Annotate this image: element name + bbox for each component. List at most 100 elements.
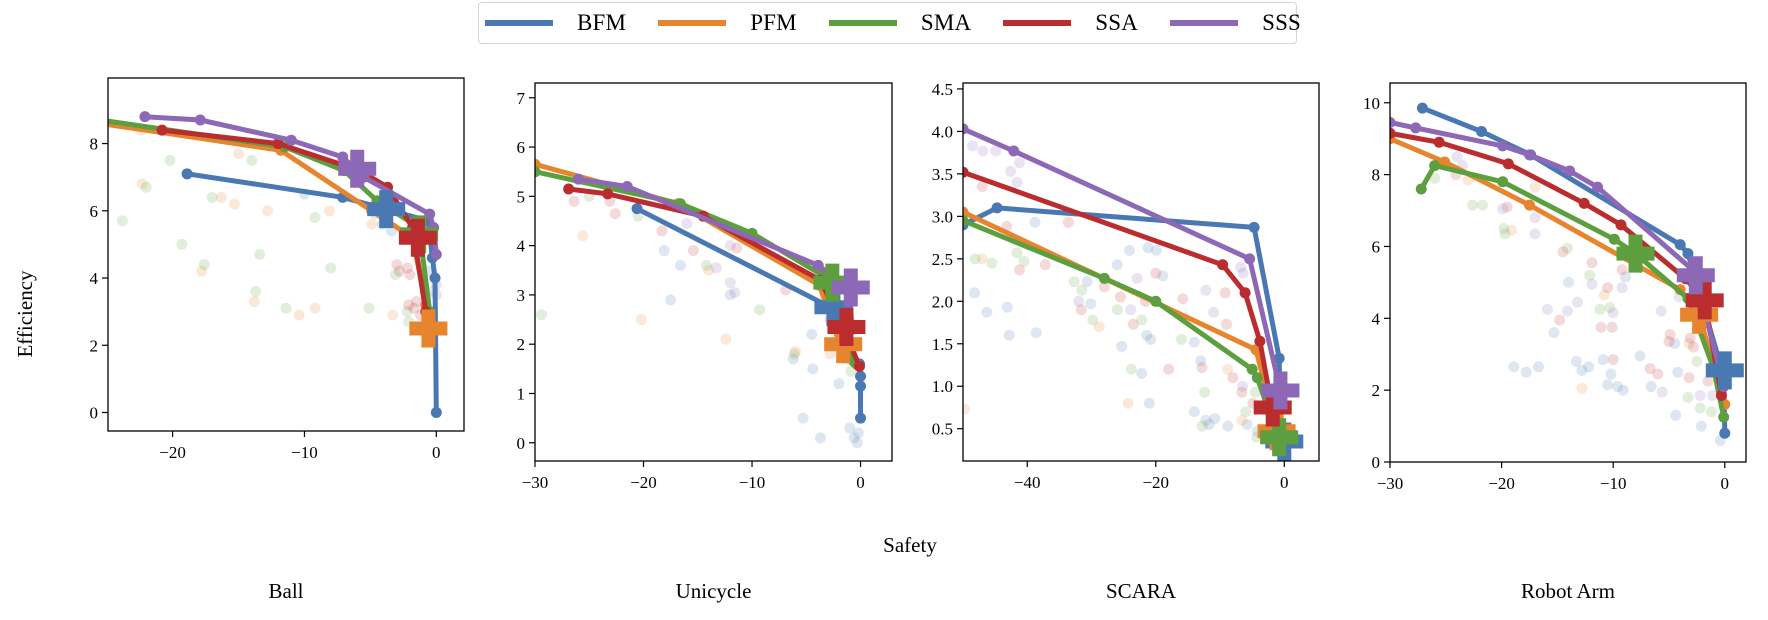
scatter-point-pfm: [1236, 414, 1248, 426]
y-tick-label: 4.5: [932, 80, 953, 99]
scatter-point-sss: [710, 262, 722, 274]
series-point-bfm: [430, 407, 442, 419]
y-tick-label: 4: [90, 269, 99, 288]
series-point-sma: [1497, 176, 1509, 188]
scatter-point-pfm: [1576, 382, 1588, 394]
series-point-pfm: [95, 118, 106, 129]
scatter-point-bfm: [1670, 409, 1682, 421]
scatter-point-bfm: [1570, 355, 1582, 367]
scatter-point-sss: [1014, 157, 1026, 169]
best-marker-sma: [1616, 234, 1655, 273]
subplot-scara: −40 −20 0 0.5 1.0 1.5 2.0 2.5 3.0 3.5 4.0 4.5 SCARA: [932, 80, 1320, 603]
scatter-point-ssa: [1075, 304, 1087, 316]
axes-frame: [962, 82, 1320, 462]
legend-swatch: [485, 20, 553, 26]
scatter-point-sma: [206, 191, 218, 203]
scatter-point-sss: [1131, 272, 1143, 284]
series-point-ssa: [1239, 287, 1251, 299]
series-point-bfm: [855, 412, 867, 424]
best-marker-sss: [1676, 256, 1715, 295]
scatter-point-sma: [1249, 386, 1261, 398]
scatter-point-pfm: [196, 265, 208, 277]
scatter-point-sss: [1073, 295, 1085, 307]
scatter-point-bfm: [969, 287, 981, 299]
x-tick-label: 0: [432, 443, 441, 462]
scatter-point-ssa: [1557, 246, 1569, 258]
scatter-point-bfm: [1200, 414, 1212, 426]
scatter-point-sma: [1125, 363, 1137, 375]
scatter-point-sss: [1005, 165, 1017, 177]
scatter-point-sss: [1200, 284, 1212, 296]
y-tick-label: 1.5: [932, 335, 953, 354]
scatter-point-sss: [1208, 306, 1220, 318]
series-point-bfm: [1416, 102, 1428, 114]
x-tick-label: 0: [1721, 474, 1730, 493]
scatter-point-sss: [1011, 176, 1023, 188]
scatter-point-bfm: [1634, 350, 1646, 362]
scatter-point-ssa: [687, 245, 699, 257]
scatter-point-bfm: [814, 432, 826, 444]
scatter-point-bfm: [1576, 364, 1588, 376]
scatter-point-bfm: [848, 432, 860, 444]
x-tick-label: −30: [1377, 474, 1404, 493]
plot-area: [95, 111, 448, 419]
y-tick-label: 8: [1372, 166, 1381, 185]
legend-swatch: [1003, 20, 1072, 26]
scatter-point-pfm: [262, 205, 274, 217]
scatter-point-bfm: [1145, 334, 1157, 346]
scatter-point-sma: [1199, 386, 1211, 398]
scatter-point-sma: [117, 215, 129, 227]
scatter-point-ssa: [609, 208, 621, 220]
best-marker-bfm: [1705, 351, 1744, 390]
y-tick-label: 2.0: [932, 292, 953, 311]
scatter-point-bfm: [1672, 366, 1684, 378]
x-tick-label: −30: [522, 473, 549, 492]
series-point-ssa: [1217, 259, 1229, 271]
series-point-sma: [1098, 272, 1110, 284]
series-point-sss: [139, 111, 151, 123]
scatter-point-bfm: [1001, 301, 1013, 313]
y-tick-label: 3.0: [932, 207, 953, 226]
scatter-point-bfm: [807, 363, 819, 375]
scatter-point-ssa: [1586, 257, 1598, 269]
series-point-sma: [1246, 363, 1258, 375]
scatter-point-sma: [1584, 269, 1596, 281]
best-marker-bfm: [814, 288, 853, 327]
scatter-point-sma: [788, 348, 800, 360]
scatter-point-bfm: [1141, 329, 1153, 341]
y-tick-label: 6: [90, 202, 99, 221]
scatter-point-ssa: [393, 265, 405, 277]
scatter-point-pfm: [1222, 363, 1234, 375]
scatter-point-ssa: [976, 181, 988, 193]
x-tick-label: −40: [1014, 473, 1041, 492]
axes-frame: [1389, 82, 1747, 463]
scatter-point-ssa: [391, 259, 403, 271]
scatter-point-sma: [1175, 334, 1187, 346]
scatter-point-sma: [1196, 420, 1208, 432]
legend-swatch: [658, 20, 727, 26]
scatter-point-bfm: [806, 328, 818, 340]
scatter-point-sma: [198, 259, 210, 271]
scatter-point-sma: [1561, 242, 1573, 254]
series-point-sss: [572, 173, 584, 185]
best-marker-sma: [1260, 418, 1299, 457]
series-point-bfm: [1476, 125, 1488, 137]
y-tick-label: 6: [517, 138, 526, 157]
scatter-point-bfm: [1029, 216, 1041, 228]
legend-item-ssa: SSA: [1003, 10, 1138, 36]
series-point-ssa: [1615, 219, 1627, 231]
scatter-point-ssa: [1039, 259, 1051, 271]
scatter-point-bfm: [1195, 355, 1207, 367]
scatter-point-sss: [1529, 228, 1541, 240]
x-tick-label: −20: [1488, 474, 1515, 493]
subplot-title: Ball: [269, 579, 304, 603]
scatter-point-sma: [700, 259, 712, 271]
scatter-point-sma: [1467, 199, 1479, 211]
scatter-point-sma: [754, 304, 766, 316]
scatter-point-sma: [309, 212, 321, 224]
scatter-point-ssa: [1663, 336, 1675, 348]
scatter-point-pfm: [1093, 321, 1105, 333]
scatter-point-ssa: [1501, 201, 1513, 213]
series-line-sma: [963, 218, 1281, 439]
series-point-ssa: [156, 124, 168, 136]
